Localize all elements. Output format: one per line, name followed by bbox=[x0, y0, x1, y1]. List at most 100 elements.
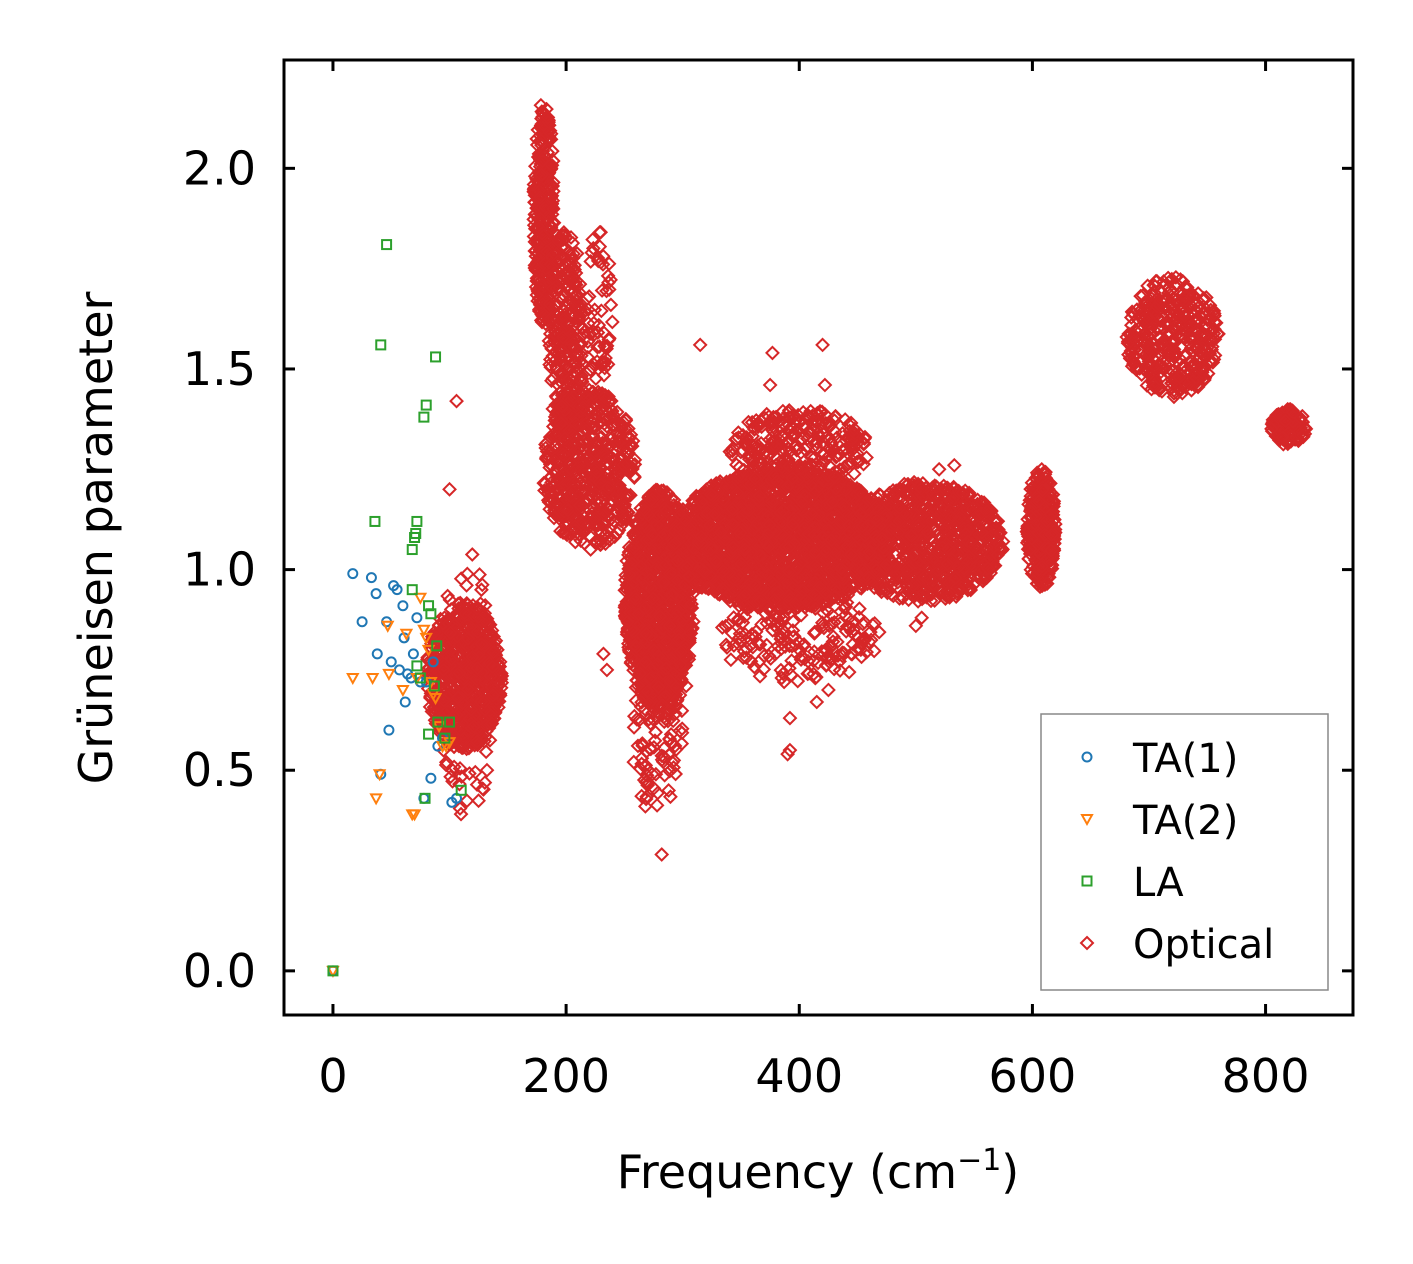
point-optical bbox=[544, 179, 560, 194]
point-optical bbox=[615, 512, 631, 527]
point-optical bbox=[585, 384, 601, 400]
point-optical bbox=[624, 461, 640, 477]
point-optical bbox=[442, 592, 458, 608]
point-optical bbox=[545, 201, 561, 217]
point-optical bbox=[575, 399, 591, 415]
point-optical bbox=[559, 316, 575, 332]
point-optical bbox=[540, 492, 556, 508]
point-optical bbox=[589, 465, 605, 480]
point-optical bbox=[449, 629, 465, 645]
point-optical bbox=[556, 225, 572, 240]
point-optical bbox=[475, 781, 491, 797]
point-optical bbox=[470, 660, 485, 676]
point-optical bbox=[610, 416, 625, 432]
point-optical bbox=[554, 368, 570, 383]
point-optical bbox=[596, 325, 612, 341]
point-optical bbox=[553, 268, 569, 284]
point-optical bbox=[563, 392, 579, 408]
point-optical bbox=[613, 491, 629, 507]
point-optical bbox=[596, 416, 612, 432]
point-optical bbox=[530, 262, 546, 278]
point-optical bbox=[543, 311, 559, 327]
point-optical bbox=[589, 436, 605, 452]
point-optical bbox=[453, 806, 469, 822]
point-optical bbox=[597, 448, 613, 464]
point-optical bbox=[580, 334, 596, 350]
point-optical bbox=[601, 389, 616, 404]
point-optical bbox=[452, 665, 467, 680]
point-optical bbox=[601, 502, 616, 517]
point-optical bbox=[564, 299, 580, 315]
point-optical bbox=[556, 288, 572, 304]
point-optical bbox=[427, 624, 442, 640]
point-optical bbox=[452, 722, 468, 738]
point-optical bbox=[552, 349, 568, 365]
point-optical bbox=[452, 776, 467, 792]
point-optical bbox=[624, 438, 640, 454]
point-optical bbox=[564, 483, 580, 499]
point-optical bbox=[466, 718, 482, 734]
point-optical bbox=[585, 414, 601, 430]
point-optical bbox=[566, 246, 581, 262]
point-optical bbox=[471, 646, 487, 662]
point-optical bbox=[603, 511, 619, 527]
point-optical bbox=[596, 367, 612, 383]
point-optical bbox=[553, 523, 568, 539]
point-optical bbox=[452, 801, 468, 816]
point-optical bbox=[545, 281, 561, 297]
point-optical bbox=[563, 488, 578, 504]
point-optical bbox=[576, 394, 592, 410]
point-optical bbox=[566, 390, 581, 405]
point-optical bbox=[567, 364, 583, 379]
point-optical bbox=[590, 325, 606, 341]
point-optical bbox=[486, 685, 502, 701]
point-optical bbox=[443, 625, 459, 641]
point-optical bbox=[460, 607, 476, 623]
point-optical bbox=[470, 624, 486, 640]
point-optical bbox=[469, 777, 485, 793]
point-optical bbox=[476, 612, 492, 628]
point-optical bbox=[603, 297, 619, 313]
point-optical bbox=[598, 434, 614, 450]
point-optical bbox=[545, 183, 561, 199]
point-optical bbox=[546, 492, 562, 508]
point-optical bbox=[486, 629, 502, 644]
point-optical bbox=[588, 371, 604, 386]
point-optical bbox=[584, 489, 599, 505]
point-optical bbox=[460, 681, 476, 697]
point-optical bbox=[615, 484, 631, 499]
point-optical bbox=[436, 692, 452, 708]
point-optical bbox=[619, 608, 635, 623]
point-optical bbox=[594, 283, 610, 298]
point-optical bbox=[542, 223, 558, 238]
point-optical bbox=[533, 133, 549, 148]
point-optical bbox=[603, 497, 619, 513]
point-optical bbox=[580, 302, 596, 318]
point-optical bbox=[678, 648, 694, 664]
point-optical bbox=[479, 762, 495, 778]
point-optical bbox=[574, 424, 590, 440]
point-optical bbox=[473, 694, 489, 710]
point-optical bbox=[542, 296, 558, 312]
point-optical bbox=[477, 694, 493, 710]
point-optical bbox=[469, 734, 485, 750]
point-optical bbox=[456, 671, 472, 687]
point-optical bbox=[542, 456, 558, 472]
point-optical bbox=[596, 491, 612, 506]
point-optical bbox=[555, 446, 571, 462]
point-optical bbox=[419, 669, 435, 685]
point-optical bbox=[471, 609, 487, 625]
point-optical bbox=[604, 314, 620, 330]
point-optical bbox=[451, 601, 466, 616]
point-optical bbox=[438, 754, 454, 770]
point-optical bbox=[478, 717, 494, 733]
point-optical bbox=[546, 266, 562, 282]
point-optical bbox=[555, 343, 570, 359]
point-optical bbox=[533, 211, 548, 227]
point-optical bbox=[435, 640, 451, 656]
point-optical bbox=[581, 289, 597, 304]
point-optical bbox=[596, 389, 612, 405]
point-optical bbox=[450, 690, 466, 706]
point-optical bbox=[447, 668, 463, 683]
